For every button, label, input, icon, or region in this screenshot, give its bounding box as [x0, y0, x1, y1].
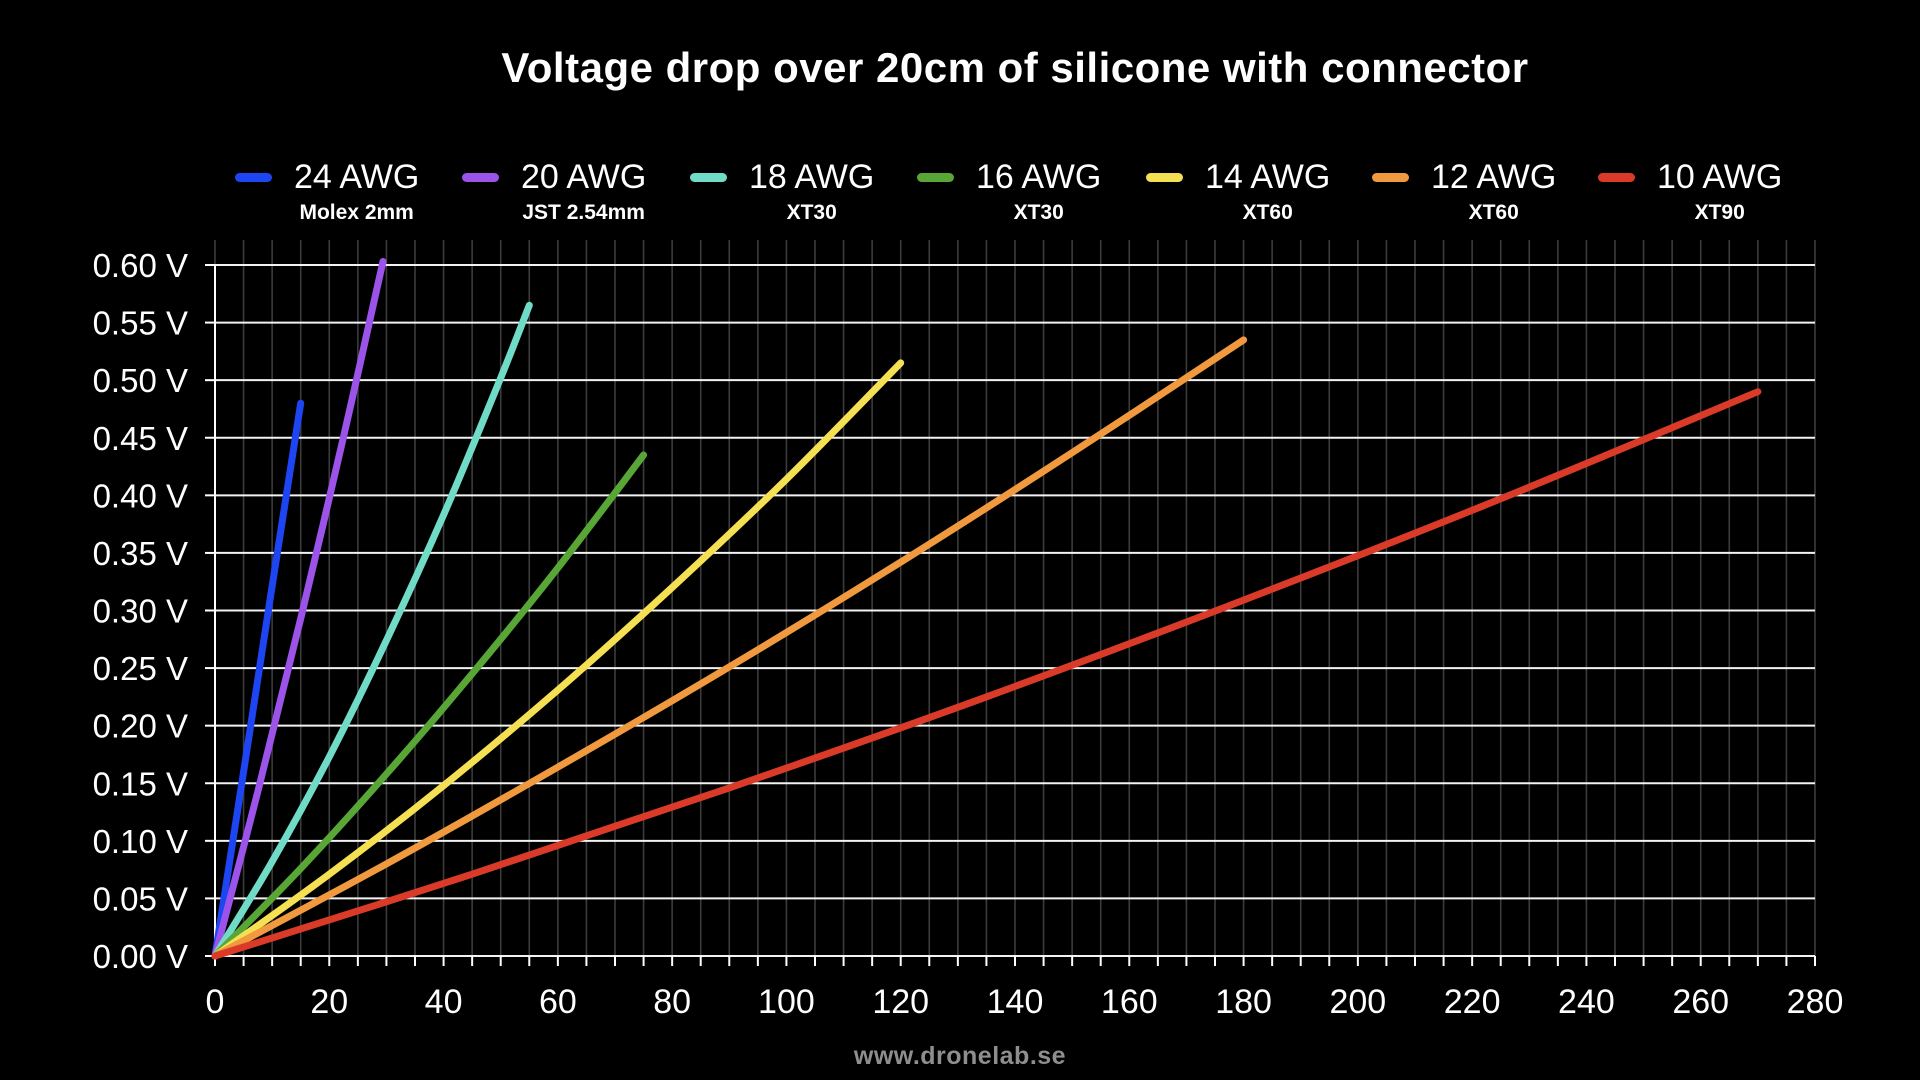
- legend-series-label: 16 AWG: [976, 158, 1102, 196]
- x-tick-label: 40: [425, 983, 463, 1021]
- legend-series-label: 20 AWG: [521, 158, 647, 196]
- legend-connector-label: Molex 2mm: [299, 201, 414, 224]
- y-tick-label: 0.25 V: [93, 650, 188, 687]
- legend-series-label: 12 AWG: [1431, 158, 1557, 196]
- x-tick-label: 60: [539, 983, 577, 1021]
- legend-series-label: 14 AWG: [1205, 158, 1331, 196]
- x-tick-label: 120: [872, 983, 929, 1021]
- legend-entry-10awg: 10 AWG XT90: [1598, 158, 1782, 225]
- x-tick-label: 0: [206, 983, 225, 1021]
- legend-entry-12awg: 12 AWG XT60: [1372, 158, 1556, 225]
- legend-swatch-12awg: [1372, 173, 1409, 182]
- x-tick-label: 20: [310, 983, 348, 1021]
- legend-connector-label: XT60: [1242, 201, 1293, 224]
- legend-connector-label: JST 2.54mm: [522, 201, 645, 224]
- y-tick-label: 0.40 V: [93, 477, 188, 514]
- legend-connector-label: XT30: [1013, 201, 1064, 224]
- y-tick-label: 0.60 V: [93, 247, 188, 284]
- x-tick-label: 280: [1787, 983, 1844, 1021]
- legend-connector-label: XT30: [786, 201, 837, 224]
- legend-swatch-10awg: [1598, 173, 1635, 182]
- legend-entry-18awg: 18 AWG XT30: [690, 158, 874, 225]
- y-tick-label: 0.45 V: [93, 420, 188, 457]
- x-tick-label: 80: [653, 983, 691, 1021]
- y-tick-label: 0.05 V: [93, 880, 188, 917]
- legend-connector-label: XT60: [1468, 201, 1519, 224]
- legend-series-label: 18 AWG: [749, 158, 875, 196]
- legend-series-label: 24 AWG: [294, 158, 420, 196]
- y-tick-label: 0.00 V: [93, 938, 188, 975]
- series-line-20-awg: [211, 258, 387, 960]
- y-tick-label: 0.50 V: [93, 362, 188, 399]
- legend-connector-label: XT90: [1694, 201, 1745, 224]
- x-tick-label: 160: [1101, 983, 1158, 1021]
- y-tick-label: 0.20 V: [93, 708, 188, 745]
- x-tick-label: 200: [1329, 983, 1386, 1021]
- x-tick-label: 240: [1558, 983, 1615, 1021]
- x-tick-label: 100: [758, 983, 815, 1021]
- legend-entry-24awg: 24 AWG Molex 2mm: [235, 158, 419, 225]
- series-line-24-awg: [211, 399, 305, 960]
- y-tick-label: 0.15 V: [93, 765, 188, 802]
- series-line-16-awg: [211, 451, 648, 960]
- legend-swatch-24awg: [235, 173, 272, 182]
- series-line-12-awg: [211, 336, 1248, 960]
- y-tick-label: 0.35 V: [93, 535, 188, 572]
- legend-entry-20awg: 20 AWG JST 2.54mm: [462, 158, 646, 225]
- y-tick-label: 0.55 V: [93, 305, 188, 342]
- series-line-18-awg: [211, 301, 533, 960]
- x-tick-label: 220: [1444, 983, 1501, 1021]
- legend-series-label: 10 AWG: [1657, 158, 1783, 196]
- legend-swatch-16awg: [917, 173, 954, 182]
- x-tick-label: 260: [1672, 983, 1729, 1021]
- legend-swatch-20awg: [462, 173, 499, 182]
- legend-entry-16awg: 16 AWG XT30: [917, 158, 1101, 225]
- series-line-14-awg: [211, 359, 905, 960]
- watermark-url: www.dronelab.se: [853, 1042, 1067, 1070]
- y-tick-label: 0.30 V: [93, 593, 188, 630]
- x-tick-label: 140: [987, 983, 1044, 1021]
- legend-entry-14awg: 14 AWG XT60: [1146, 158, 1330, 225]
- legend-swatch-14awg: [1146, 173, 1183, 182]
- y-tick-label: 0.10 V: [93, 823, 188, 860]
- series-line-10-awg: [211, 388, 1762, 960]
- chart-title: Voltage drop over 20cm of silicone with …: [501, 44, 1529, 91]
- legend-swatch-18awg: [690, 173, 727, 182]
- x-tick-label: 180: [1215, 983, 1272, 1021]
